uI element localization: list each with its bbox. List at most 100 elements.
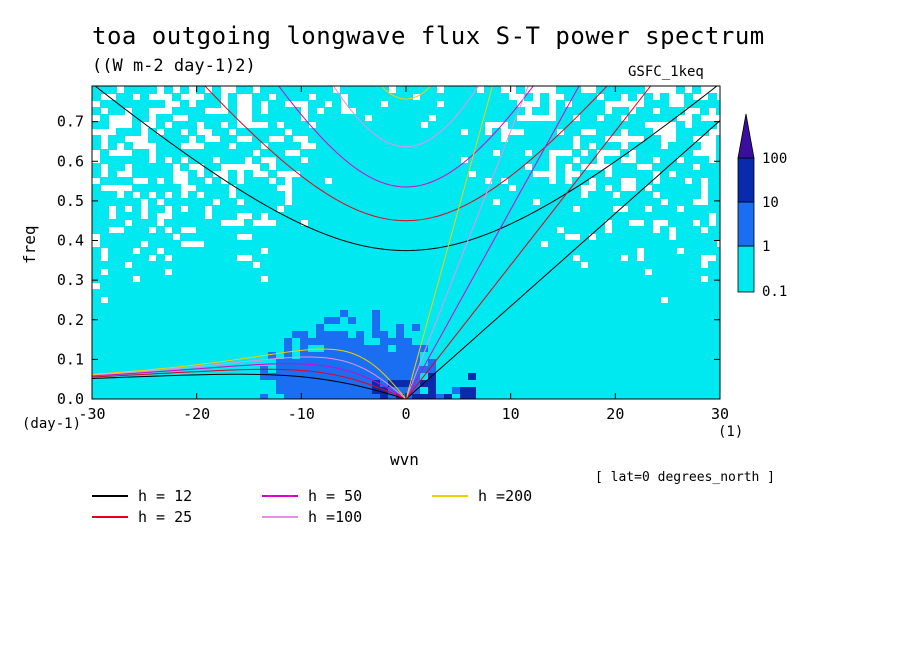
contour-cell	[180, 338, 189, 346]
contour-cell	[276, 226, 285, 234]
contour-cell	[580, 254, 589, 262]
contour-cell	[188, 177, 197, 185]
contour-cell	[420, 359, 429, 367]
contour-cell	[596, 317, 605, 325]
contour-cell	[268, 268, 277, 276]
contour-cell	[380, 275, 389, 283]
contour-cell	[356, 352, 365, 360]
contour-cell	[492, 359, 501, 367]
contour-cell	[620, 394, 629, 399]
contour-cell	[644, 191, 653, 199]
contour-cell	[628, 282, 637, 290]
contour-cell	[316, 317, 325, 325]
contour-cell	[332, 296, 341, 304]
contour-cell	[332, 233, 341, 241]
contour-cell	[556, 170, 565, 178]
contour-cell	[452, 191, 461, 199]
contour-cell	[468, 352, 477, 360]
contour-cell	[444, 359, 453, 367]
contour-cell	[500, 387, 509, 395]
contour-cell	[604, 86, 613, 94]
contour-cell	[524, 212, 533, 220]
contour-cell	[588, 268, 597, 276]
contour-cell	[516, 289, 525, 297]
contour-cell	[516, 170, 525, 178]
contour-cell	[684, 359, 693, 367]
contour-cell	[92, 338, 101, 346]
contour-cell	[148, 212, 157, 220]
contour-cell	[548, 359, 557, 367]
contour-cell	[180, 100, 189, 108]
contour-cell	[324, 212, 333, 220]
contour-cell	[308, 317, 317, 325]
contour-cell	[116, 338, 125, 346]
contour-cell	[492, 394, 501, 399]
contour-cell	[644, 373, 653, 381]
contour-cell	[404, 128, 413, 136]
contour-cell	[204, 394, 213, 399]
contour-cell	[660, 394, 669, 399]
contour-cell	[420, 282, 429, 290]
contour-cell	[132, 156, 141, 164]
contour-cell	[548, 352, 557, 360]
contour-cell	[716, 226, 720, 234]
contour-cell	[652, 345, 661, 353]
contour-cell	[132, 149, 141, 157]
contour-cell	[300, 289, 309, 297]
contour-cell	[580, 366, 589, 374]
contour-cell	[172, 156, 181, 164]
contour-cell	[292, 324, 301, 332]
contour-cell	[548, 226, 557, 234]
contour-cell	[428, 226, 437, 234]
contour-cell	[668, 205, 677, 213]
contour-cell	[260, 324, 269, 332]
contour-cell	[500, 275, 509, 283]
contour-cell	[388, 345, 397, 353]
contour-cell	[692, 114, 701, 122]
contour-cell	[532, 254, 541, 262]
contour-cell	[476, 177, 485, 185]
contour-cell	[228, 254, 237, 262]
contour-cell	[540, 198, 549, 206]
contour-cell	[612, 380, 621, 388]
contour-cell	[484, 296, 493, 304]
contour-cell	[172, 268, 181, 276]
contour-cell	[628, 268, 637, 276]
contour-cell	[324, 240, 333, 248]
contour-cell	[396, 107, 405, 115]
contour-cell	[596, 338, 605, 346]
contour-cell	[116, 331, 125, 339]
contour-cell	[364, 226, 373, 234]
contour-cell	[676, 254, 685, 262]
contour-cell	[172, 107, 181, 115]
contour-cell	[484, 100, 493, 108]
contour-cell	[428, 268, 437, 276]
contour-cell	[452, 247, 461, 255]
contour-cell	[668, 394, 677, 399]
contour-cell	[684, 296, 693, 304]
contour-cell	[164, 310, 173, 318]
contour-cell	[716, 177, 720, 185]
contour-cell	[540, 366, 549, 374]
contour-cell	[380, 198, 389, 206]
contour-cell	[636, 317, 645, 325]
contour-cell	[588, 247, 597, 255]
contour-cell	[636, 324, 645, 332]
contour-cell	[580, 233, 589, 241]
contour-cell	[396, 352, 405, 360]
contour-cell	[692, 394, 701, 399]
contour-cell	[396, 289, 405, 297]
contour-cell	[172, 303, 181, 311]
contour-cell	[108, 156, 117, 164]
contour-cell	[604, 296, 613, 304]
contour-cell	[700, 100, 709, 108]
contour-cell	[492, 303, 501, 311]
contour-cell	[356, 268, 365, 276]
contour-cell	[236, 394, 245, 399]
contour-cell	[684, 170, 693, 178]
contour-cell	[516, 387, 525, 395]
contour-cell	[324, 128, 333, 136]
contour-cell	[308, 184, 317, 192]
contour-cell	[292, 317, 301, 325]
contour-cell	[460, 296, 469, 304]
